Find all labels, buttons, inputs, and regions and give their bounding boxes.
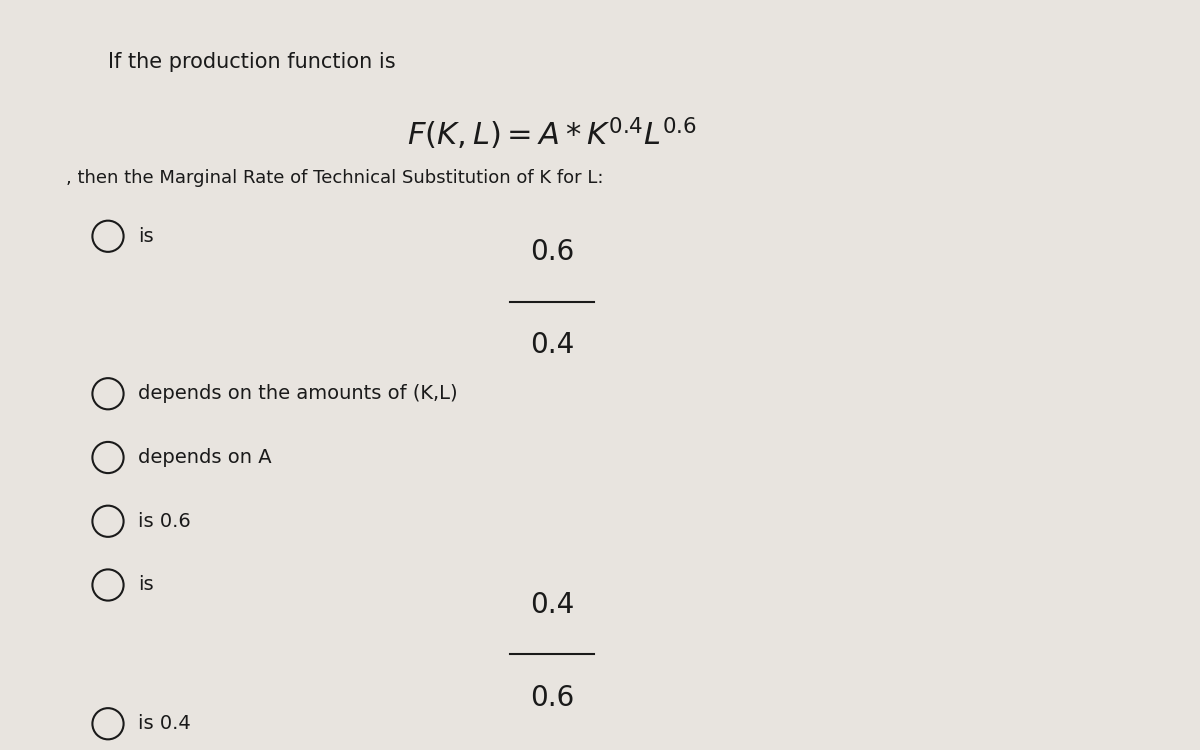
Text: is: is: [138, 226, 154, 246]
Text: is: is: [138, 575, 154, 595]
Text: If the production function is: If the production function is: [108, 53, 396, 73]
Text: depends on A: depends on A: [138, 448, 271, 467]
Text: is 0.4: is 0.4: [138, 714, 191, 734]
Text: 0.6: 0.6: [530, 684, 574, 712]
Text: is 0.6: is 0.6: [138, 512, 191, 531]
Text: 0.6: 0.6: [530, 238, 574, 266]
Text: 0.4: 0.4: [530, 332, 574, 359]
Text: 0.4: 0.4: [530, 591, 574, 619]
Text: $\mathit{F}(\mathit{K},\mathit{L}) = \mathit{A} * \mathit{K}^{0.4}\mathit{L}^{0.: $\mathit{F}(\mathit{K},\mathit{L}) = \ma…: [407, 116, 697, 153]
Text: depends on the amounts of (K,L): depends on the amounts of (K,L): [138, 384, 457, 404]
Text: , then the Marginal Rate of Technical Substitution of K for L:: , then the Marginal Rate of Technical Su…: [66, 169, 604, 187]
